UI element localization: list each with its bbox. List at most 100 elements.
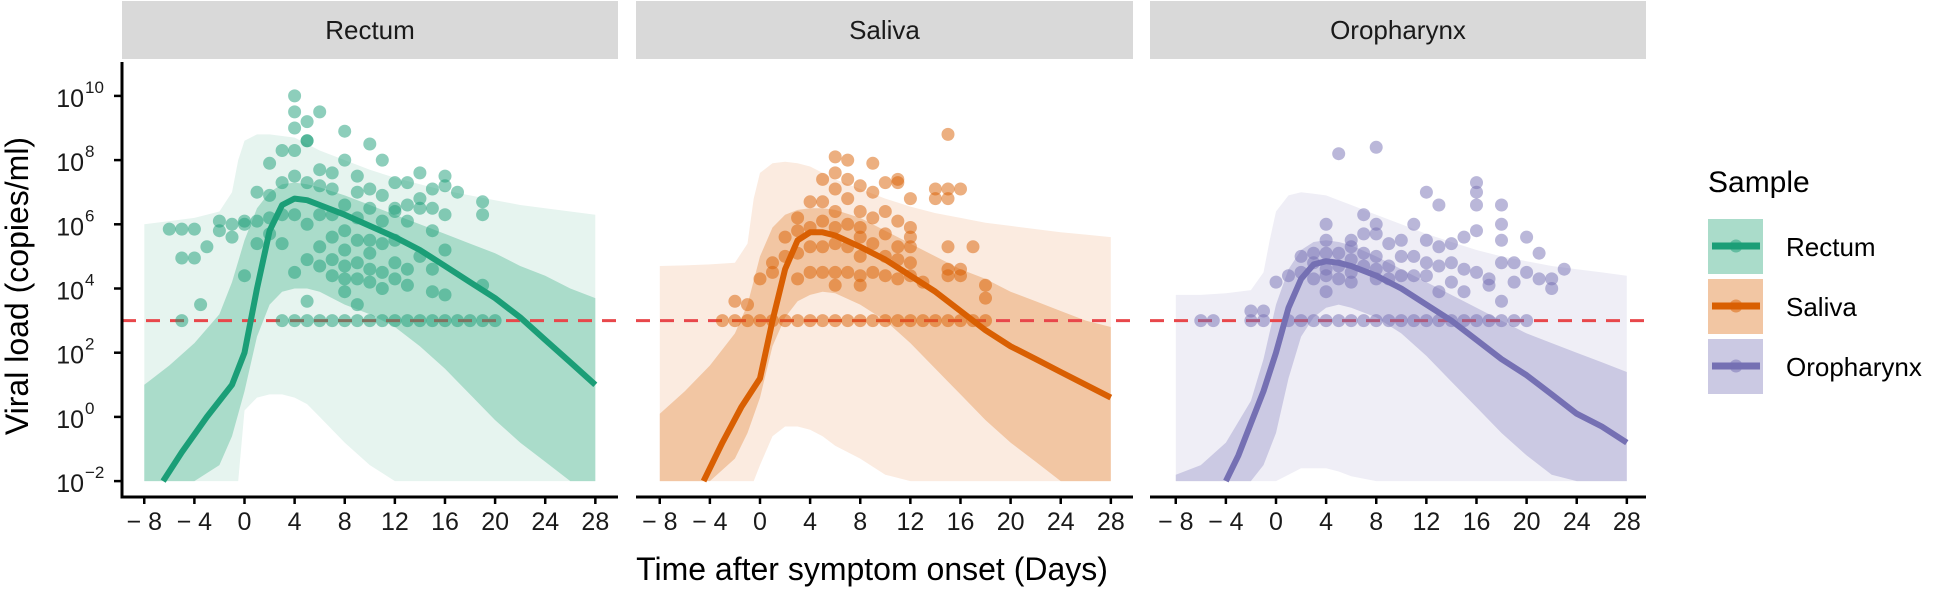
data-point [438, 179, 452, 193]
data-point [350, 298, 364, 312]
data-point [288, 265, 302, 279]
data-point [1369, 227, 1383, 241]
data-point [1319, 314, 1333, 328]
data-point [828, 265, 842, 279]
data-point [288, 169, 302, 183]
data-point [350, 185, 364, 199]
y-tick-label: 10 [56, 406, 84, 434]
data-point [1382, 237, 1396, 251]
legend-key-point [1729, 239, 1743, 253]
facet-panels: Rectum − 8 − 4 0 4 8 12 16 20 24 28 Saliva − 8 − 4 0 4 8… [122, 1, 1646, 536]
data-point [1369, 249, 1383, 263]
panel-oropharynx: Oropharynx − 8 − 4 0 4 8 12 16 20 24 28 [1150, 1, 1646, 536]
data-point [966, 240, 980, 254]
data-point [853, 278, 867, 292]
data-point [1444, 275, 1458, 289]
data-point [903, 256, 917, 270]
y-tick-exponent: 2 [85, 335, 94, 354]
data-point [363, 233, 377, 247]
data-point [350, 272, 364, 286]
data-point [741, 298, 754, 312]
data-point [363, 182, 377, 196]
data-point [1394, 233, 1408, 247]
data-point [338, 124, 352, 138]
data-point [300, 134, 314, 148]
data-point [363, 137, 377, 151]
data-point [300, 253, 314, 267]
data-point [175, 251, 189, 265]
x-tick-label: − 8 [642, 508, 677, 536]
data-point [1495, 256, 1508, 270]
data-point [928, 192, 942, 206]
x-tick-label: 0 [753, 508, 767, 536]
legend: Sample Rectum Saliva Oropharynx [1708, 166, 1922, 394]
fit-curve [1223, 258, 1629, 483]
data-point [1369, 217, 1383, 231]
data-point [338, 153, 352, 167]
data-point [1532, 272, 1546, 286]
data-point [400, 278, 414, 292]
facet-strip [122, 1, 618, 59]
data-point [1545, 282, 1559, 295]
legend-label: Saliva [1786, 292, 1857, 322]
data-point [941, 240, 955, 254]
y-tick-label: 10 [56, 278, 84, 306]
data-point [828, 221, 842, 234]
data-point [1344, 240, 1358, 254]
data-point [1419, 256, 1433, 270]
data-point [1419, 233, 1433, 247]
data-point [1457, 314, 1471, 328]
data-point [175, 222, 189, 236]
data-point [225, 230, 239, 244]
data-point [175, 314, 189, 328]
data-point [1332, 147, 1346, 161]
data-point [941, 182, 955, 196]
panel-rectum: Rectum − 8 − 4 0 4 8 12 16 20 24 28 [122, 1, 618, 536]
data-point [791, 314, 805, 328]
data-point [791, 224, 805, 238]
data-point [388, 176, 402, 190]
x-tick-label: 4 [288, 508, 302, 536]
data-point [1520, 230, 1534, 244]
data-point [313, 314, 327, 328]
data-point [891, 314, 905, 328]
data-point [1495, 294, 1508, 308]
legend-key-point [1729, 299, 1743, 313]
data-point [828, 278, 842, 292]
data-point [1457, 230, 1471, 244]
data-point [1357, 208, 1371, 222]
data-point [194, 298, 208, 312]
x-tick-label: − 8 [127, 508, 162, 536]
data-point [275, 176, 289, 190]
y-tick-exponent: 10 [85, 78, 104, 97]
data-point [1319, 246, 1333, 260]
data-point [288, 89, 302, 103]
data-point [1332, 272, 1346, 286]
data-point [1557, 262, 1571, 276]
data-point [338, 272, 352, 286]
data-point [841, 265, 855, 279]
data-point [954, 269, 967, 283]
data-point [325, 269, 339, 283]
data-point [350, 169, 364, 183]
data-point [1520, 314, 1534, 328]
data-point [488, 314, 502, 328]
x-tick-label: 24 [1047, 508, 1075, 536]
data-point [866, 185, 880, 199]
data-point [778, 230, 792, 244]
data-point [438, 208, 452, 222]
data-point [413, 314, 427, 328]
data-point [363, 262, 377, 276]
data-point [375, 188, 389, 202]
data-point [425, 201, 439, 215]
data-point [325, 314, 339, 328]
data-point [841, 314, 855, 328]
data-point [375, 314, 389, 328]
data-point [1394, 269, 1408, 283]
x-tick-label: − 4 [1208, 508, 1244, 536]
data-point [941, 314, 955, 328]
data-point [375, 282, 389, 295]
data-point [300, 217, 314, 231]
data-point [350, 233, 364, 247]
